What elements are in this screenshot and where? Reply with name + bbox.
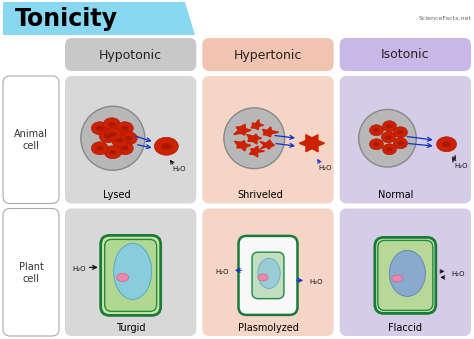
Text: Shriveled: Shriveled [237, 191, 283, 200]
Ellipse shape [116, 142, 133, 155]
Polygon shape [234, 124, 251, 135]
Ellipse shape [104, 146, 121, 159]
FancyBboxPatch shape [252, 252, 284, 299]
Ellipse shape [437, 137, 456, 152]
Text: Lysed: Lysed [103, 191, 131, 200]
Ellipse shape [109, 132, 117, 137]
Ellipse shape [91, 142, 109, 155]
Circle shape [224, 108, 285, 168]
Text: Normal: Normal [378, 191, 413, 200]
FancyBboxPatch shape [65, 76, 196, 203]
Ellipse shape [369, 125, 383, 136]
Ellipse shape [125, 136, 133, 141]
FancyBboxPatch shape [238, 236, 298, 315]
Ellipse shape [374, 142, 380, 146]
Ellipse shape [442, 142, 451, 147]
Ellipse shape [382, 132, 395, 143]
Ellipse shape [397, 130, 404, 134]
Polygon shape [235, 141, 251, 151]
Text: H₂O: H₂O [309, 279, 323, 285]
Text: H₂O: H₂O [318, 165, 332, 171]
Polygon shape [260, 140, 274, 149]
Ellipse shape [393, 127, 408, 138]
FancyBboxPatch shape [65, 38, 196, 71]
Ellipse shape [100, 130, 116, 143]
Ellipse shape [108, 122, 116, 126]
Ellipse shape [369, 139, 383, 150]
Text: Flaccid: Flaccid [388, 323, 422, 333]
Ellipse shape [111, 134, 128, 147]
FancyBboxPatch shape [65, 208, 196, 336]
Text: H₂O: H₂O [72, 266, 85, 273]
FancyBboxPatch shape [375, 237, 436, 313]
Ellipse shape [120, 132, 137, 145]
Text: Tonicity: Tonicity [15, 7, 118, 31]
Text: H₂O: H₂O [215, 270, 229, 275]
Ellipse shape [155, 137, 178, 155]
FancyBboxPatch shape [202, 76, 334, 203]
Ellipse shape [117, 273, 128, 281]
FancyBboxPatch shape [3, 76, 59, 203]
Circle shape [359, 109, 416, 167]
FancyBboxPatch shape [100, 235, 161, 315]
Ellipse shape [109, 150, 117, 155]
Text: Turgid: Turgid [116, 323, 146, 333]
FancyBboxPatch shape [340, 208, 471, 336]
Ellipse shape [397, 141, 404, 145]
FancyBboxPatch shape [378, 240, 433, 311]
Text: Plasmolyzed: Plasmolyzed [237, 323, 299, 333]
Ellipse shape [383, 144, 396, 155]
FancyBboxPatch shape [340, 76, 471, 203]
Circle shape [81, 106, 145, 170]
Ellipse shape [258, 258, 280, 288]
FancyBboxPatch shape [340, 38, 471, 71]
Text: Plant
cell: Plant cell [18, 262, 44, 283]
FancyBboxPatch shape [202, 208, 334, 336]
Text: H₂O: H₂O [173, 166, 186, 172]
Text: ScienceFacts.net: ScienceFacts.net [419, 16, 472, 20]
Ellipse shape [385, 135, 392, 139]
FancyBboxPatch shape [202, 38, 334, 71]
Polygon shape [263, 127, 279, 137]
Ellipse shape [104, 128, 121, 141]
Polygon shape [251, 120, 264, 129]
Ellipse shape [383, 121, 396, 132]
Ellipse shape [103, 118, 120, 131]
Ellipse shape [116, 138, 124, 142]
Text: Hypotonic: Hypotonic [99, 48, 162, 61]
Polygon shape [300, 135, 325, 152]
Ellipse shape [374, 128, 380, 132]
Ellipse shape [393, 138, 408, 149]
Text: H₂O: H₂O [455, 163, 468, 169]
Ellipse shape [96, 146, 104, 151]
Text: Animal
cell: Animal cell [14, 129, 48, 151]
Text: Hypertonic: Hypertonic [234, 48, 302, 61]
Ellipse shape [116, 122, 133, 135]
Ellipse shape [389, 251, 425, 296]
FancyBboxPatch shape [105, 239, 157, 312]
Ellipse shape [96, 126, 104, 131]
Polygon shape [249, 146, 264, 157]
Text: Isotonic: Isotonic [381, 48, 429, 61]
Polygon shape [3, 2, 195, 35]
Ellipse shape [386, 147, 392, 151]
Ellipse shape [114, 243, 152, 299]
Ellipse shape [121, 126, 128, 131]
Ellipse shape [91, 122, 109, 135]
Polygon shape [247, 134, 262, 144]
Ellipse shape [104, 134, 112, 139]
Ellipse shape [392, 275, 403, 282]
Text: H₂O: H₂O [452, 272, 465, 277]
Ellipse shape [121, 146, 128, 151]
Ellipse shape [161, 143, 172, 149]
Ellipse shape [258, 274, 268, 281]
Ellipse shape [386, 124, 392, 128]
FancyBboxPatch shape [3, 208, 59, 336]
